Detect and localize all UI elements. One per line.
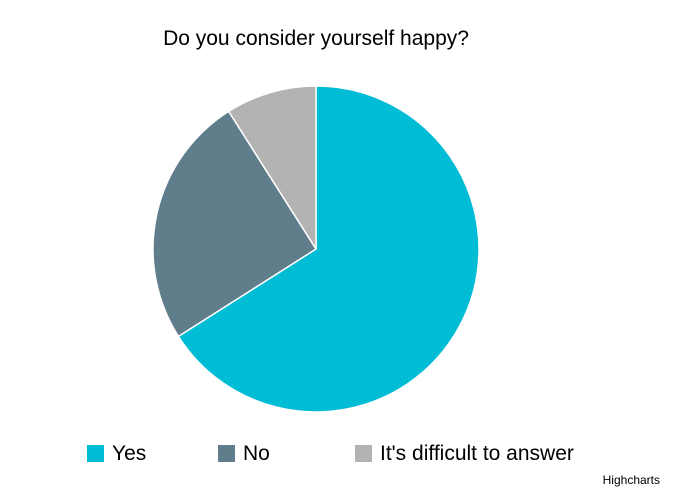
legend-swatch-1 bbox=[218, 445, 235, 462]
legend-label-1: No bbox=[243, 442, 270, 465]
legend: Yes No It's difficult to answer bbox=[87, 442, 574, 465]
pie-slice-1[interactable] bbox=[152, 110, 317, 338]
legend-label-0: Yes bbox=[112, 442, 146, 465]
legend-swatch-0 bbox=[87, 445, 104, 462]
legend-swatch-2 bbox=[355, 445, 372, 462]
legend-item-2[interactable]: It's difficult to answer bbox=[355, 442, 574, 465]
legend-label-2: It's difficult to answer bbox=[380, 442, 574, 465]
pie-slice-0[interactable] bbox=[177, 85, 480, 413]
pie-slices bbox=[152, 85, 480, 413]
legend-item-1[interactable]: No bbox=[218, 442, 270, 465]
legend-item-0[interactable]: Yes bbox=[87, 442, 146, 465]
credits-label[interactable]: Highcharts bbox=[603, 473, 660, 487]
chart-title: Do you consider yourself happy? bbox=[163, 27, 469, 50]
pie-slice-2[interactable] bbox=[227, 85, 317, 250]
